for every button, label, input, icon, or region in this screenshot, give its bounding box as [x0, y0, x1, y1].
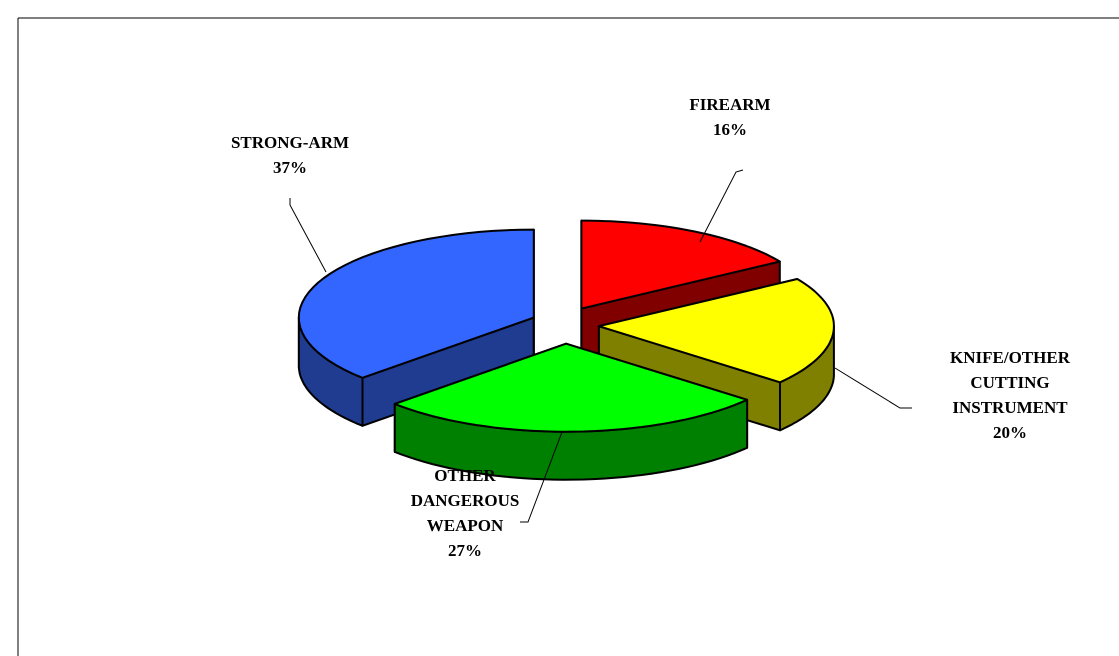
- slice-top: [297, 228, 535, 379]
- category-label: STRONG-ARM: [230, 133, 350, 152]
- category-label: OTHER DANGEROUS WEAPON: [410, 466, 520, 535]
- value-label: 37%: [273, 158, 307, 177]
- category-label: KNIFE/OTHER CUTTING INSTRUMENT: [950, 348, 1070, 417]
- slice-label: STRONG-ARM 37%: [180, 130, 400, 180]
- pie: [297, 219, 835, 481]
- leader-line: [289, 198, 327, 273]
- leader-line: [520, 431, 563, 523]
- category-label: FIREARM: [689, 95, 771, 114]
- slice-top: [580, 219, 781, 310]
- slice-label: KNIFE/OTHER CUTTING INSTRUMENT 20%: [935, 345, 1085, 445]
- leader-lines: [289, 169, 912, 523]
- value-label: 16%: [713, 120, 747, 139]
- slice-label: OTHER DANGEROUS WEAPON 27%: [403, 463, 528, 563]
- leader-line: [834, 367, 912, 409]
- value-label: 27%: [448, 541, 482, 560]
- slice-label: FIREARM 16%: [630, 92, 830, 142]
- slice-top: [393, 342, 749, 433]
- leader-line: [699, 169, 744, 243]
- value-label: 20%: [993, 423, 1027, 442]
- slice-top: [597, 278, 835, 384]
